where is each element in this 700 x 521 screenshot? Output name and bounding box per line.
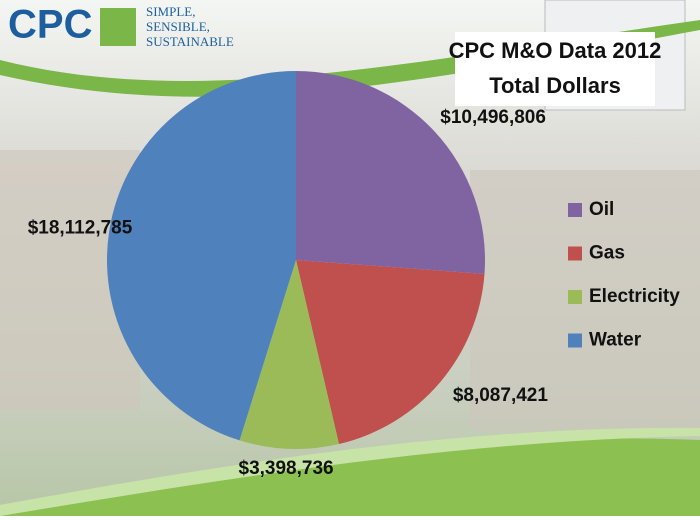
legend-swatch	[568, 333, 582, 348]
chart-title: Total Dollars	[489, 73, 621, 98]
legend-swatch	[568, 290, 582, 304]
pie-slice	[296, 71, 485, 274]
logo-tagline: SUSTAINABLE	[146, 34, 234, 49]
logo-icon	[100, 8, 136, 46]
chart-title: CPC M&O Data 2012	[449, 38, 662, 63]
swoosh	[0, 427, 700, 516]
legend-swatch	[568, 203, 582, 217]
logo-tagline: SENSIBLE,	[146, 19, 210, 34]
legend-label: Electricity	[589, 286, 680, 307]
legend-label: Oil	[589, 199, 614, 220]
data-label: $10,496,806	[440, 107, 546, 128]
data-label: $3,398,736	[239, 458, 334, 479]
pie-slice	[239, 260, 339, 449]
logo-text: CPC	[8, 3, 92, 47]
data-label: $8,087,421	[453, 385, 549, 406]
pie-slice	[296, 260, 485, 445]
data-label: $18,112,785	[28, 217, 133, 238]
logo-tagline: SIMPLE,	[146, 4, 195, 19]
swoosh	[0, 438, 700, 516]
legend-swatch	[568, 246, 582, 261]
legend-label: Gas	[589, 243, 625, 264]
legend-label: Water	[589, 330, 642, 351]
pie-slice	[106, 71, 296, 441]
title-box	[455, 32, 655, 106]
building	[470, 170, 700, 430]
